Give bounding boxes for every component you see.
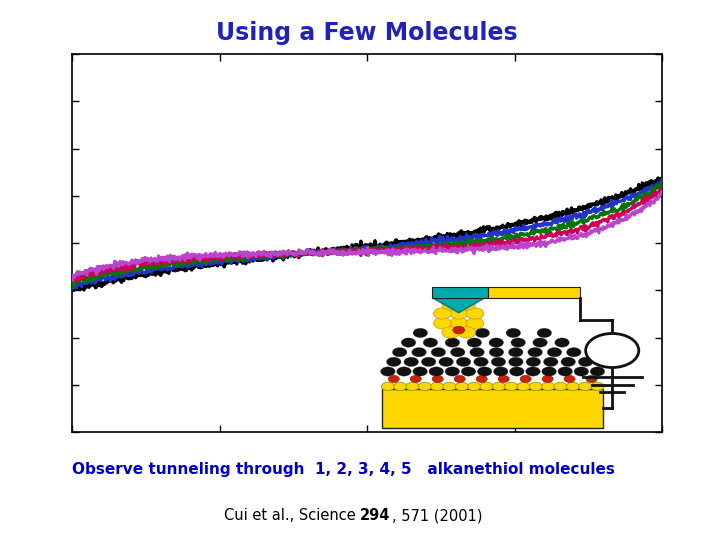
Circle shape bbox=[498, 375, 509, 382]
Circle shape bbox=[508, 357, 523, 367]
Circle shape bbox=[442, 299, 459, 310]
Circle shape bbox=[547, 348, 562, 357]
Circle shape bbox=[489, 338, 503, 347]
Circle shape bbox=[382, 382, 395, 390]
Circle shape bbox=[475, 328, 490, 338]
Circle shape bbox=[567, 382, 580, 390]
Circle shape bbox=[401, 338, 415, 347]
Circle shape bbox=[445, 338, 459, 347]
Circle shape bbox=[423, 338, 438, 347]
Circle shape bbox=[445, 367, 459, 376]
Circle shape bbox=[418, 382, 431, 390]
Circle shape bbox=[466, 308, 484, 319]
Circle shape bbox=[421, 357, 436, 367]
Circle shape bbox=[586, 375, 597, 382]
Circle shape bbox=[528, 348, 542, 357]
Polygon shape bbox=[432, 287, 488, 298]
Circle shape bbox=[467, 338, 482, 347]
Circle shape bbox=[406, 382, 419, 390]
Circle shape bbox=[462, 367, 476, 376]
Circle shape bbox=[520, 375, 531, 382]
Text: , 571 (2001): , 571 (2001) bbox=[392, 508, 483, 523]
Circle shape bbox=[429, 367, 444, 376]
Text: Observe tunneling through  1, 2, 3, 4, 5   alkanethiol molecules: Observe tunneling through 1, 2, 3, 4, 5 … bbox=[72, 462, 615, 477]
Circle shape bbox=[554, 382, 567, 390]
Circle shape bbox=[438, 357, 454, 367]
Circle shape bbox=[442, 327, 459, 338]
Circle shape bbox=[585, 334, 639, 368]
Circle shape bbox=[555, 338, 570, 347]
Circle shape bbox=[529, 382, 542, 390]
Polygon shape bbox=[488, 287, 580, 298]
Circle shape bbox=[468, 382, 481, 390]
Circle shape bbox=[477, 367, 492, 376]
Circle shape bbox=[564, 375, 575, 382]
Circle shape bbox=[474, 357, 488, 367]
Circle shape bbox=[451, 348, 465, 357]
Circle shape bbox=[493, 367, 508, 376]
Title: Using a Few Molecules: Using a Few Molecules bbox=[217, 21, 518, 45]
Circle shape bbox=[579, 382, 592, 390]
Circle shape bbox=[542, 375, 553, 382]
Circle shape bbox=[470, 348, 485, 357]
Circle shape bbox=[508, 348, 523, 357]
Circle shape bbox=[517, 382, 530, 390]
Circle shape bbox=[443, 382, 456, 390]
Circle shape bbox=[431, 382, 444, 390]
Circle shape bbox=[574, 367, 588, 376]
Circle shape bbox=[511, 338, 526, 347]
Circle shape bbox=[541, 382, 554, 390]
Circle shape bbox=[413, 328, 428, 338]
Circle shape bbox=[456, 357, 471, 367]
Circle shape bbox=[381, 367, 395, 376]
Circle shape bbox=[544, 357, 558, 367]
Circle shape bbox=[433, 308, 451, 319]
Circle shape bbox=[526, 357, 541, 367]
Circle shape bbox=[404, 357, 418, 367]
Circle shape bbox=[413, 367, 428, 376]
Circle shape bbox=[392, 348, 407, 357]
Circle shape bbox=[561, 357, 575, 367]
Circle shape bbox=[388, 375, 400, 382]
Circle shape bbox=[410, 375, 421, 382]
Circle shape bbox=[558, 367, 572, 376]
Circle shape bbox=[432, 375, 444, 382]
Circle shape bbox=[412, 348, 426, 357]
Circle shape bbox=[591, 382, 604, 390]
Circle shape bbox=[453, 326, 464, 334]
Circle shape bbox=[590, 367, 605, 376]
Circle shape bbox=[397, 367, 411, 376]
Circle shape bbox=[444, 328, 459, 338]
Circle shape bbox=[533, 338, 547, 347]
Circle shape bbox=[505, 382, 518, 390]
Circle shape bbox=[567, 348, 581, 357]
Circle shape bbox=[489, 348, 504, 357]
Polygon shape bbox=[382, 389, 603, 428]
Text: 294: 294 bbox=[360, 508, 390, 523]
Circle shape bbox=[510, 367, 524, 376]
Circle shape bbox=[542, 367, 557, 376]
Circle shape bbox=[455, 382, 468, 390]
Text: Cui et al., Science: Cui et al., Science bbox=[224, 508, 360, 523]
Circle shape bbox=[476, 375, 487, 382]
Polygon shape bbox=[432, 298, 485, 313]
Circle shape bbox=[526, 367, 540, 376]
Circle shape bbox=[433, 318, 451, 329]
Circle shape bbox=[458, 299, 475, 310]
Circle shape bbox=[466, 318, 484, 329]
Circle shape bbox=[454, 375, 465, 382]
Circle shape bbox=[431, 348, 446, 357]
Circle shape bbox=[578, 357, 593, 367]
Circle shape bbox=[450, 318, 467, 329]
Circle shape bbox=[480, 382, 493, 390]
Circle shape bbox=[537, 328, 552, 338]
Circle shape bbox=[492, 382, 505, 390]
Circle shape bbox=[450, 308, 467, 319]
Circle shape bbox=[506, 328, 521, 338]
Circle shape bbox=[394, 382, 407, 390]
Circle shape bbox=[458, 327, 475, 338]
Circle shape bbox=[491, 357, 505, 367]
Circle shape bbox=[387, 357, 401, 367]
